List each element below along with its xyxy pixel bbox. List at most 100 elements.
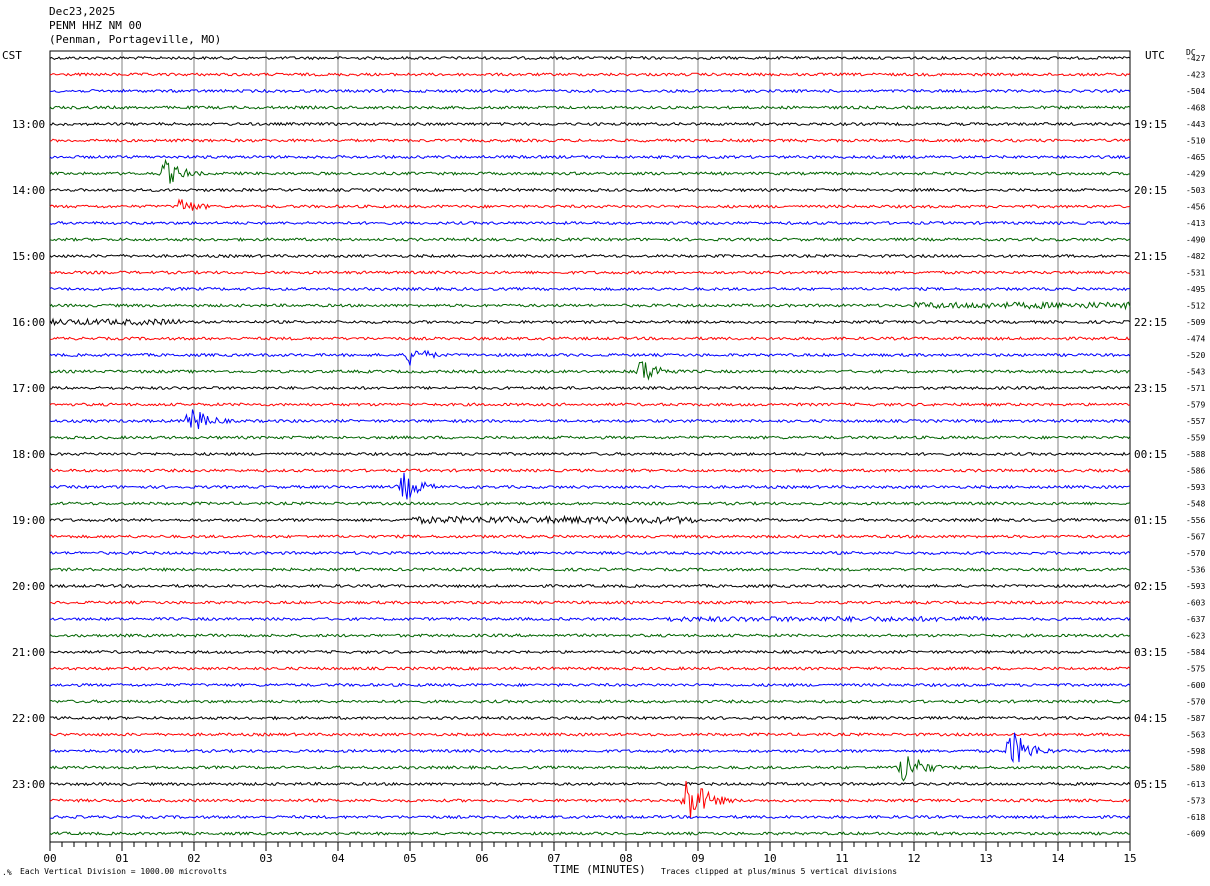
x-tick-label: 14	[1051, 852, 1065, 865]
dc-offset-label: -567	[1186, 533, 1205, 542]
trace-25	[49, 468, 1131, 473]
dc-offset-label: -570	[1186, 549, 1205, 558]
utc-hour-label: 20:15	[1134, 184, 1167, 197]
trace-11	[49, 237, 1131, 242]
trace-3	[49, 105, 1131, 110]
dc-offset-label: -570	[1186, 698, 1205, 707]
clip-note: Traces clipped at plus/minus 5 vertical …	[661, 867, 898, 876]
dc-offset-label: -637	[1186, 615, 1205, 624]
x-tick-label: 11	[835, 852, 848, 865]
trace-24	[49, 451, 1131, 457]
dc-offset-label: -504	[1186, 87, 1205, 96]
dc-offset-label: -559	[1186, 434, 1205, 443]
x-tick-label: 13	[979, 852, 992, 865]
cst-label: CST	[2, 49, 22, 62]
dc-offset-label: -623	[1186, 632, 1205, 641]
cst-hour-label: 22:00	[12, 712, 45, 725]
dc-offset-label: -557	[1186, 417, 1205, 426]
dc-offset-label: -429	[1186, 170, 1205, 179]
trace-40	[49, 715, 1131, 721]
utc-hour-label: 02:15	[1134, 580, 1167, 593]
x-tick-label: 00	[43, 852, 56, 865]
utc-hour-label: 04:15	[1134, 712, 1167, 725]
dc-offset-label: -593	[1186, 483, 1205, 492]
trace-9	[49, 198, 1131, 211]
trace-46	[49, 814, 1131, 820]
dc-offset-label: -512	[1186, 302, 1205, 311]
trace-6	[49, 154, 1131, 160]
trace-22	[49, 409, 1131, 430]
dc-offset-label: -586	[1186, 467, 1205, 476]
trace-43	[49, 756, 1131, 782]
dc-offset-label: -456	[1186, 203, 1205, 212]
cst-hour-label: 13:00	[12, 118, 45, 131]
dc-offset-label: -613	[1186, 780, 1205, 789]
dc-offset-label: -503	[1186, 186, 1205, 195]
cst-hour-label: 17:00	[12, 382, 45, 395]
dc-offset-label: -468	[1186, 104, 1205, 113]
plot-frame	[49, 50, 1131, 843]
trace-13	[49, 270, 1131, 275]
date-label: Dec23,2025	[49, 5, 116, 18]
trace-18	[49, 349, 1131, 366]
cst-hour-label: 21:00	[12, 646, 45, 659]
cst-hour-label: 14:00	[12, 184, 45, 197]
dc-offset-label: -593	[1186, 582, 1205, 591]
dc-offset-label: -587	[1186, 714, 1205, 723]
dc-offset-label: -580	[1186, 764, 1205, 773]
cst-hour-label: 16:00	[12, 316, 45, 329]
trace-42	[49, 732, 1131, 764]
trace-10	[49, 220, 1131, 226]
x-tick-label: 09	[691, 852, 704, 865]
cst-hour-label: 18:00	[12, 448, 45, 461]
dc-offset-label: -427	[1186, 54, 1205, 63]
trace-47	[49, 831, 1131, 836]
dc-offset-label: -443	[1186, 120, 1205, 129]
cst-hour-label: 20:00	[12, 580, 45, 593]
cst-hour-label: 23:00	[12, 778, 45, 791]
dc-offset-label: -579	[1186, 401, 1205, 410]
trace-31	[49, 567, 1131, 572]
trace-7	[49, 158, 1131, 184]
cst-hour-label: 19:00	[12, 514, 45, 527]
dc-offset-label: -618	[1186, 813, 1205, 822]
trace-37	[49, 666, 1131, 671]
trace-16	[49, 317, 1131, 327]
trace-19	[49, 361, 1131, 381]
dc-offset-label: -600	[1186, 681, 1205, 690]
dc-offset-label: -548	[1186, 500, 1205, 509]
utc-hour-label: 05:15	[1134, 778, 1167, 791]
x-tick-label: 03	[259, 852, 272, 865]
trace-2	[49, 88, 1131, 94]
dc-offset-label: -556	[1186, 516, 1205, 525]
x-axis-title: TIME (MINUTES)	[553, 863, 646, 876]
dc-offset-label: -598	[1186, 747, 1205, 756]
dc-offset-label: -531	[1186, 269, 1205, 278]
dc-offset-label: -536	[1186, 566, 1205, 575]
dc-offset-label: -609	[1186, 830, 1205, 839]
station-label: PENM HHZ NM 00	[49, 19, 142, 32]
dc-offset-label: -584	[1186, 648, 1205, 657]
trace-21	[49, 402, 1131, 407]
trace-17	[49, 336, 1131, 341]
trace-28	[49, 514, 1131, 526]
utc-label: UTC	[1145, 49, 1165, 62]
location-label: (Penman, Portageville, MO)	[49, 33, 222, 46]
trace-0	[49, 55, 1131, 61]
dc-offset-label: -571	[1186, 384, 1205, 393]
dc-offset-label: -563	[1186, 731, 1205, 740]
trace-32	[49, 583, 1130, 589]
trace-8	[49, 187, 1131, 193]
trace-12	[49, 253, 1131, 259]
trace-5	[49, 138, 1131, 143]
trace-1	[49, 72, 1131, 77]
dc-offset-label: -520	[1186, 351, 1205, 360]
x-tick-label: 07	[547, 852, 560, 865]
utc-hour-label: 01:15	[1134, 514, 1167, 527]
dc-offset-label: -490	[1186, 236, 1205, 245]
utc-hour-label: 21:15	[1134, 250, 1167, 263]
x-tick-label: 12	[907, 852, 920, 865]
trace-4	[49, 121, 1131, 127]
dc-offset-label: -423	[1186, 71, 1205, 80]
